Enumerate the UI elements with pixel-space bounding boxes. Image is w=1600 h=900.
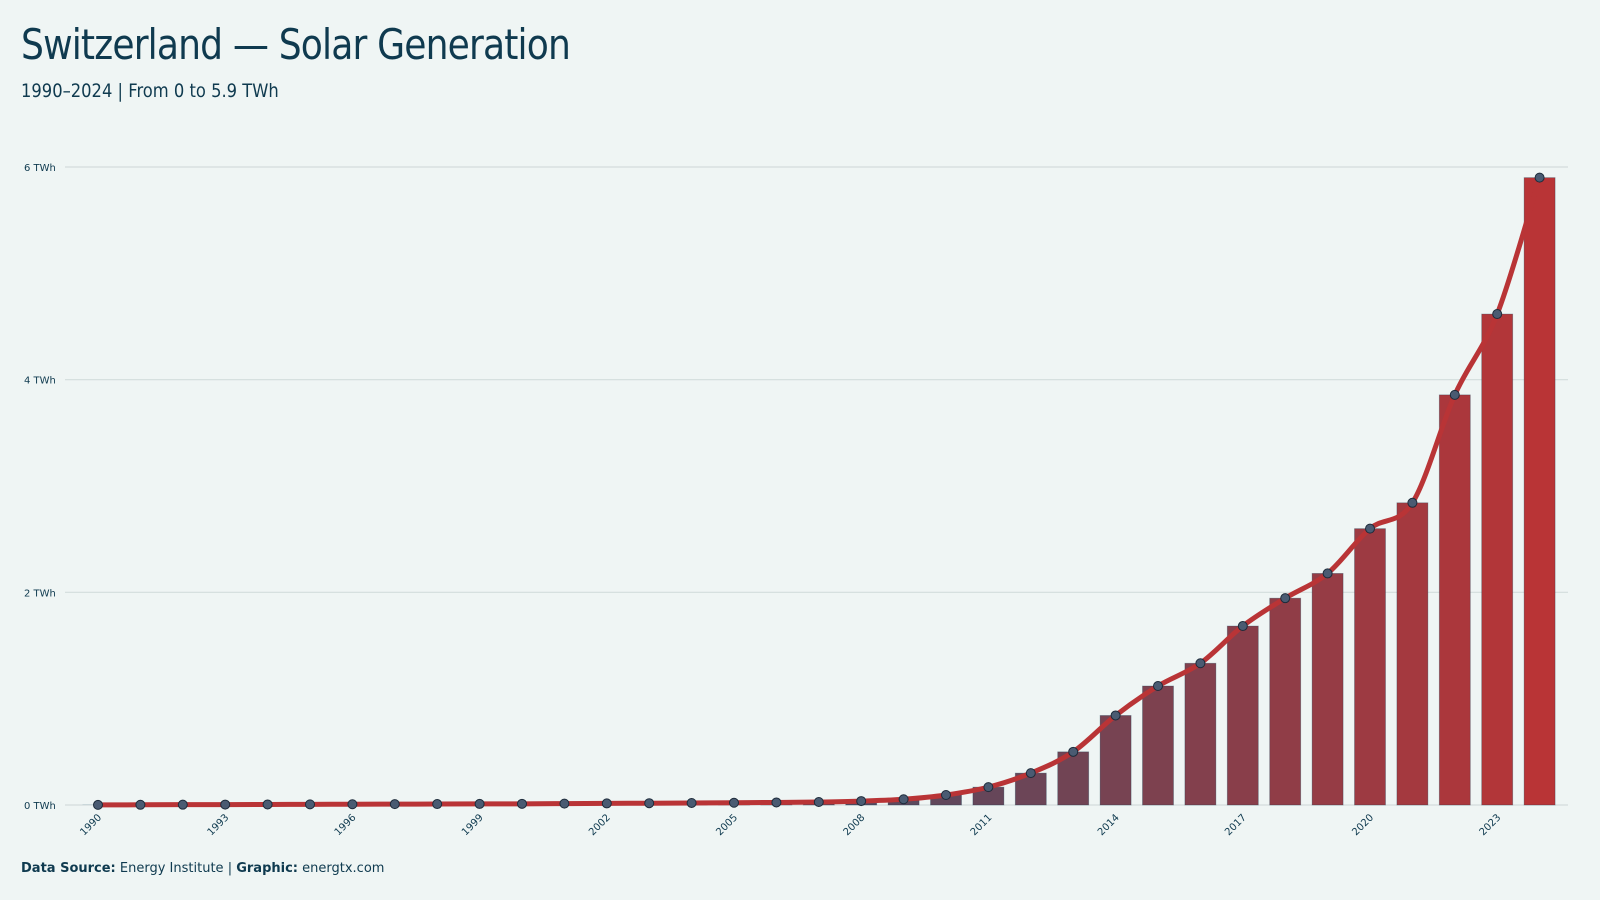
y-tick-label: 6 TWh xyxy=(24,163,56,174)
marker-1999 xyxy=(474,798,485,809)
marker-2016 xyxy=(1195,658,1206,669)
x-tick-label: 2005 xyxy=(714,812,740,838)
marker-1994 xyxy=(262,799,273,810)
x-tick-label: 2011 xyxy=(969,812,995,838)
footer-credits: Data Source: Energy Institute | Graphic:… xyxy=(21,861,384,876)
marker-1997 xyxy=(389,799,400,810)
x-tick-label: 1990 xyxy=(78,812,104,838)
marker-2020 xyxy=(1365,523,1375,534)
footer-separator: | xyxy=(227,861,233,876)
x-tick-label: 1993 xyxy=(206,812,232,838)
bar-2016 xyxy=(1184,662,1217,806)
marker-2011 xyxy=(983,782,994,793)
marker-1998 xyxy=(432,799,443,810)
marker-2012 xyxy=(1025,768,1036,779)
marker-2004 xyxy=(686,797,697,808)
marker-2003 xyxy=(644,798,655,809)
marker-2022 xyxy=(1449,389,1460,400)
marker-2002 xyxy=(601,798,612,809)
x-tick-label: 2002 xyxy=(587,812,613,838)
chart-title: Switzerland — Solar Generation xyxy=(21,20,571,69)
graphic-value: energtx.com xyxy=(302,861,385,876)
marker-1993 xyxy=(220,799,231,810)
marker-2013 xyxy=(1068,746,1079,757)
x-tick-label: 2017 xyxy=(1223,812,1249,838)
y-tick-label: 2 TWh xyxy=(24,588,56,599)
x-tick-label: 1999 xyxy=(460,812,486,838)
marker-2014 xyxy=(1110,710,1121,721)
marker-2017 xyxy=(1237,621,1248,632)
source-value: Energy Institute xyxy=(119,861,224,876)
x-tick-label: 2020 xyxy=(1350,812,1376,838)
bar-2014 xyxy=(1099,715,1132,806)
y-tick-label: 4 TWh xyxy=(24,376,56,387)
marker-2023 xyxy=(1492,309,1503,320)
bar-2021 xyxy=(1396,502,1429,806)
y-tick-label: 0 TWh xyxy=(24,801,56,812)
marker-2009 xyxy=(898,794,909,805)
x-axis-ticks: 1990 1993 1996 1999 2002 2005 2008 2011 2014 2017… xyxy=(78,812,1503,838)
marker-1996 xyxy=(347,799,358,810)
bar-2015 xyxy=(1142,685,1174,806)
marker-2024 xyxy=(1534,172,1545,183)
x-tick-label: 2014 xyxy=(1096,812,1122,838)
bar-2022 xyxy=(1438,394,1471,806)
bars xyxy=(82,177,1556,806)
marker-1992 xyxy=(177,799,188,810)
source-label: Data Source: xyxy=(21,861,116,876)
bar-2023 xyxy=(1481,313,1514,806)
marker-1990 xyxy=(93,799,103,810)
marker-2019 xyxy=(1322,568,1333,579)
marker-1991 xyxy=(135,799,146,810)
x-tick-label: 1996 xyxy=(333,812,359,838)
bar-2024 xyxy=(1523,177,1556,806)
marker-2018 xyxy=(1280,593,1291,604)
y-axis-ticks: 0 TWh 2 TWh 4 TWh 6 TWh xyxy=(24,163,56,812)
marker-1995 xyxy=(305,799,315,810)
marker-2021 xyxy=(1407,497,1418,508)
chart-subtitle: 1990–2024 | From 0 to 5.9 TWh xyxy=(21,80,279,102)
marker-2006 xyxy=(771,797,782,808)
graphic-label: Graphic: xyxy=(236,861,298,876)
marker-2008 xyxy=(856,796,867,807)
bar-2020 xyxy=(1354,528,1386,806)
marker-2001 xyxy=(559,798,570,809)
marker-2007 xyxy=(813,797,824,808)
x-tick-label: 2008 xyxy=(842,812,868,838)
marker-2015 xyxy=(1153,681,1163,692)
x-tick-label: 2023 xyxy=(1478,812,1504,838)
bar-2019 xyxy=(1311,573,1344,806)
marker-2000 xyxy=(517,798,527,809)
marker-2005 xyxy=(729,797,739,808)
bar-2017 xyxy=(1226,625,1259,806)
markers xyxy=(93,172,1545,810)
bar-2018 xyxy=(1269,597,1302,806)
marker-2010 xyxy=(941,790,951,801)
